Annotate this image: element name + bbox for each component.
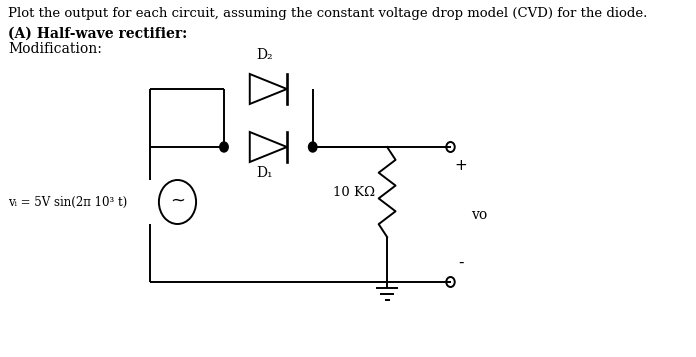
Text: 10 KΩ: 10 KΩ bbox=[333, 186, 375, 198]
Text: Modification:: Modification: bbox=[8, 42, 102, 56]
Text: -: - bbox=[458, 255, 464, 270]
Circle shape bbox=[308, 142, 317, 152]
Text: ~: ~ bbox=[170, 192, 185, 210]
Text: (A) Half-wave rectifier:: (A) Half-wave rectifier: bbox=[8, 27, 188, 41]
Circle shape bbox=[220, 142, 228, 152]
Text: vᵢ = 5V sin(2π 10³ t): vᵢ = 5V sin(2π 10³ t) bbox=[8, 196, 127, 208]
Text: Plot the output for each circuit, assuming the constant voltage drop model (CVD): Plot the output for each circuit, assumi… bbox=[8, 7, 648, 20]
Text: D₂: D₂ bbox=[256, 48, 272, 62]
Text: D₁: D₁ bbox=[256, 166, 272, 180]
Text: vo: vo bbox=[470, 207, 487, 221]
Text: +: + bbox=[454, 157, 467, 172]
